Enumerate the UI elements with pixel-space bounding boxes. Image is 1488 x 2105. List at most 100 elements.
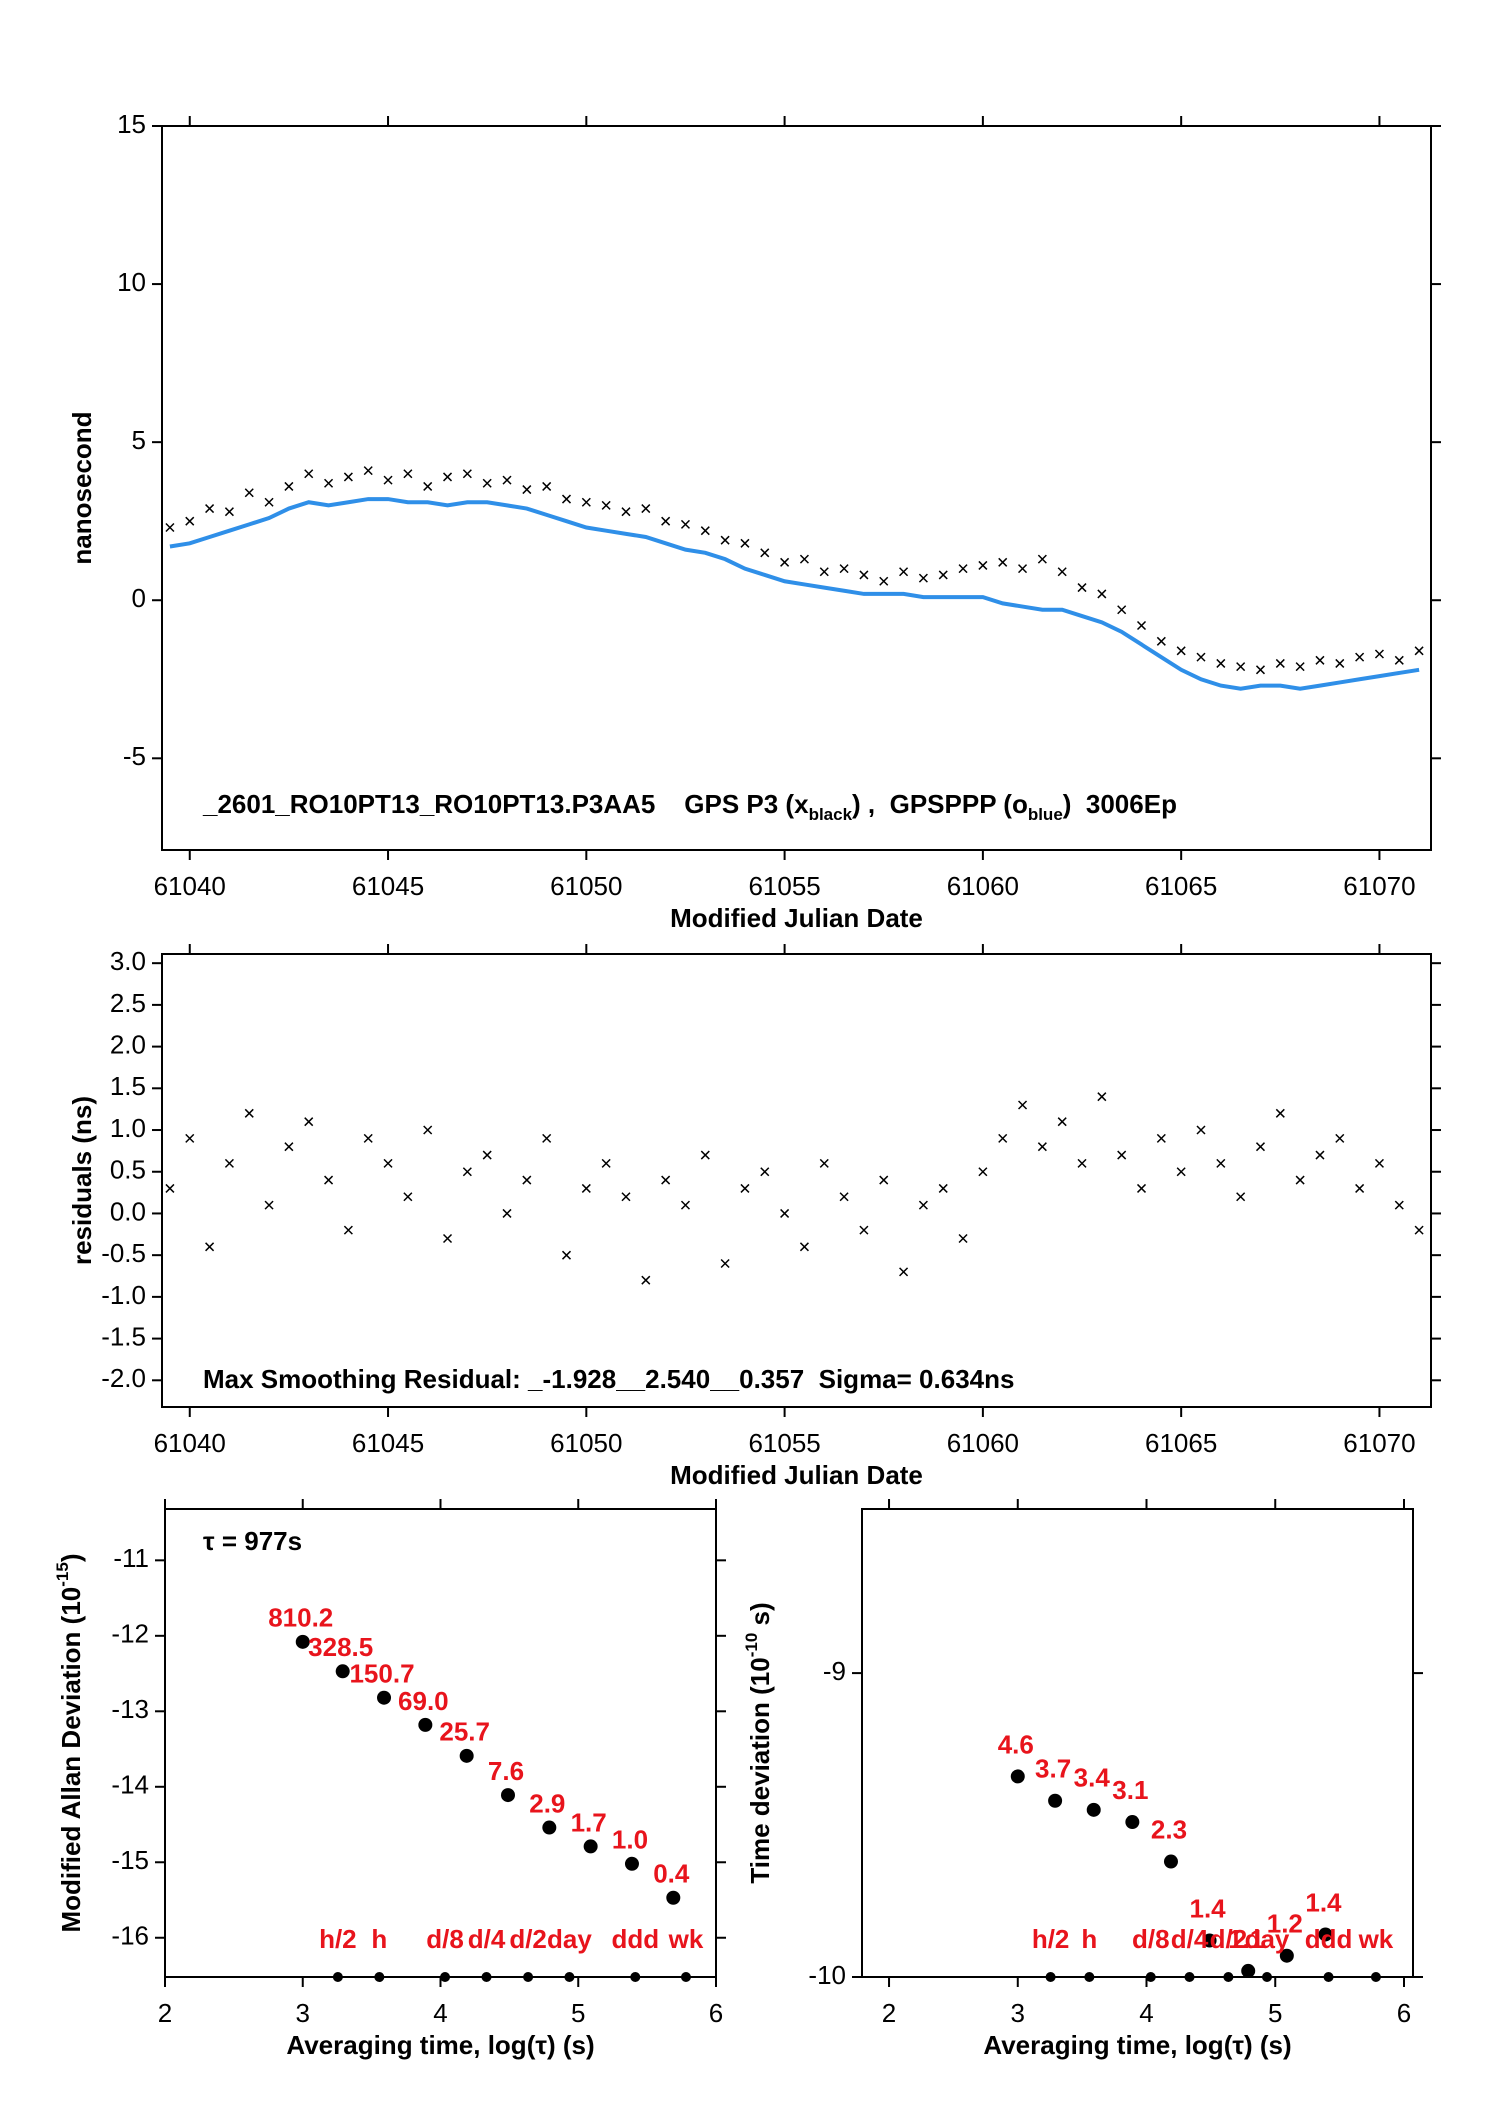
y-tick-label: -5	[123, 741, 146, 771]
data-point	[1236, 662, 1246, 672]
data-point	[879, 576, 889, 586]
tau-label: day	[547, 1924, 592, 1954]
data-label: 2.3	[1151, 1814, 1187, 1844]
data-point	[462, 1167, 472, 1177]
data-point	[1117, 605, 1127, 615]
data-point	[1315, 1150, 1325, 1160]
data-point	[1086, 1802, 1101, 1817]
data-point	[224, 507, 234, 517]
data-point	[978, 1167, 988, 1177]
data-label: 7.6	[488, 1756, 524, 1786]
tau-label: h	[371, 1924, 387, 1954]
data-point	[998, 1133, 1008, 1143]
plot-frame	[161, 953, 1432, 1408]
data-point	[1236, 1192, 1246, 1202]
data-point	[442, 1233, 453, 1244]
tau-marker	[332, 1972, 343, 1982]
data-point	[601, 500, 611, 510]
data-label: 3.1	[1112, 1775, 1148, 1805]
data-label: 1.4	[1190, 1893, 1227, 1923]
data-point	[1037, 554, 1047, 564]
y-axis-label: residuals (ns)	[67, 1096, 97, 1265]
data-point	[343, 1225, 353, 1235]
data-point	[1018, 564, 1028, 574]
data-point	[1335, 1133, 1345, 1143]
data-point	[1196, 652, 1206, 662]
data-point	[224, 1158, 234, 1168]
data-point	[720, 535, 730, 545]
tau-marker	[1045, 1972, 1056, 1982]
plot-frame	[161, 125, 1432, 851]
data-point	[700, 526, 710, 536]
data-point	[859, 1225, 869, 1235]
data-point	[1216, 658, 1226, 668]
data-point	[377, 1690, 392, 1705]
data-point	[819, 1158, 829, 1168]
tau-marker	[680, 1972, 691, 1982]
data-point	[264, 1200, 274, 1210]
tau-marker	[1223, 1972, 1234, 1982]
data-point	[1414, 646, 1424, 656]
y-tick-label: -11	[113, 1543, 149, 1573]
tau-marker	[564, 1972, 575, 1982]
data-point	[1255, 665, 1266, 675]
data-point	[343, 472, 353, 482]
data-point	[165, 522, 175, 533]
data-point	[666, 1890, 681, 1905]
tau-marker	[1084, 1972, 1095, 1982]
data-point	[1125, 1815, 1140, 1830]
data-point	[304, 469, 314, 479]
text-part: )	[56, 1554, 86, 1563]
y-tick-label: -1.5	[101, 1321, 146, 1351]
tau-label: wk	[1358, 1924, 1394, 1954]
y-axis-label: Modified Allan Deviation (10-15)	[53, 1554, 86, 1933]
x-axis-label: Modified Julian Date	[670, 903, 923, 933]
data-point	[1414, 1225, 1424, 1235]
data-label: 1.4	[1305, 1887, 1342, 1917]
tau-label: h/2	[1032, 1924, 1070, 1954]
y-tick-label: -1.0	[101, 1280, 146, 1310]
tau-label: h/2	[319, 1924, 357, 1954]
tau-marker	[440, 1972, 451, 1982]
y-tick-label: 1.0	[110, 1113, 146, 1143]
tau-label: ddd	[1305, 1924, 1353, 1954]
data-point	[1295, 662, 1305, 672]
tau-marker	[1145, 1972, 1156, 1982]
data-label: 1.7	[571, 1807, 607, 1837]
x-axis-label: Modified Julian Date	[670, 1460, 923, 1490]
data-point	[205, 504, 215, 514]
data-point	[284, 481, 294, 491]
tau-label: d/2	[1210, 1924, 1248, 1954]
x-tick-label: 61065	[1145, 1428, 1217, 1458]
data-point	[938, 570, 948, 580]
data-point	[1010, 1769, 1025, 1784]
data-point	[879, 1175, 889, 1185]
text-part: s)	[745, 1602, 775, 1632]
text-part: ) , GPSPPP (o	[852, 789, 1028, 819]
data-point	[1318, 1927, 1333, 1942]
y-tick-label: 10	[117, 267, 146, 297]
data-point	[1255, 1142, 1266, 1152]
data-point	[760, 548, 770, 558]
data-point	[918, 573, 928, 583]
tau-label: day	[1245, 1924, 1290, 1954]
x-tick-label: 61050	[550, 871, 622, 901]
tau-label: d/8	[1132, 1924, 1170, 1954]
data-point	[165, 1183, 175, 1193]
data-point	[1216, 1158, 1226, 1168]
data-point	[482, 478, 492, 488]
x-tick-label: 2	[882, 1998, 896, 2028]
x-axis-label: Averaging time, log(τ) (s)	[286, 2030, 594, 2060]
data-point	[839, 564, 849, 574]
x-tick-label: 61060	[947, 871, 1019, 901]
data-point	[1374, 1158, 1384, 1168]
data-point	[423, 481, 433, 491]
data-point	[500, 1788, 515, 1803]
data-point	[383, 1158, 393, 1168]
annotation: τ = 977s	[203, 1526, 302, 1556]
data-point	[363, 466, 373, 476]
tau-marker	[1184, 1972, 1195, 1982]
data-line	[169, 497, 1420, 691]
x-tick-label: 61070	[1343, 871, 1415, 901]
data-label: 69.0	[398, 1686, 449, 1716]
